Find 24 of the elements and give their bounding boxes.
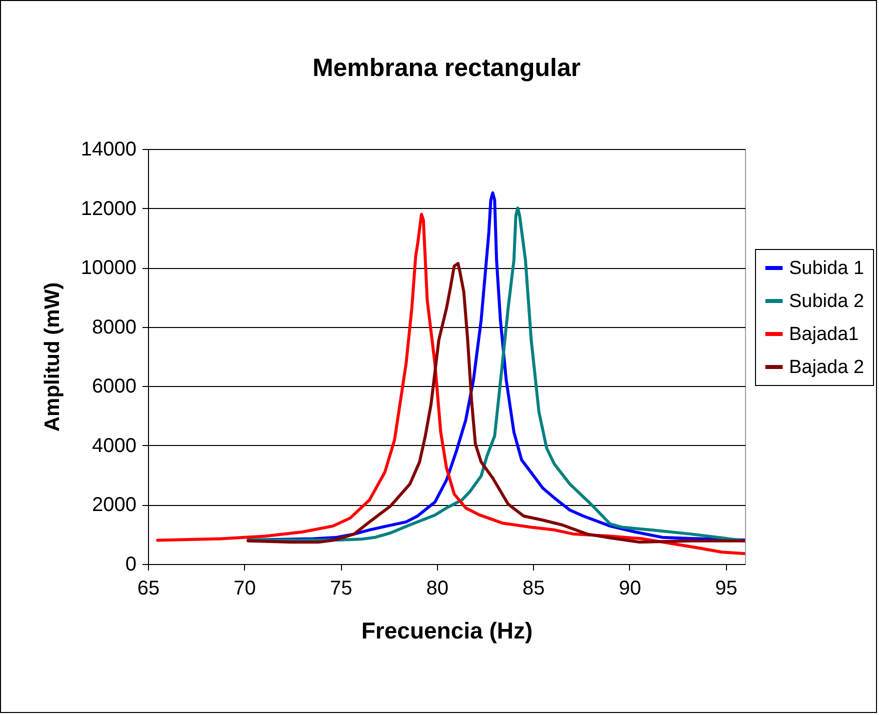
x-tick-label: 90 xyxy=(618,578,642,600)
y-tick-label: 10000 xyxy=(80,257,136,280)
x-tick-label: 70 xyxy=(234,578,256,600)
y-tick-label: 14000 xyxy=(80,138,136,160)
x-tick-label: 95 xyxy=(715,578,738,600)
y-tick-label: 8000 xyxy=(92,316,136,338)
legend-label: Subida 1 xyxy=(789,258,864,279)
chart-title: Membrana rectangular xyxy=(312,54,581,82)
x-axis-title: Frecuencia (Hz) xyxy=(361,618,533,644)
line-series xyxy=(246,262,745,544)
legend-label: Subida 2 xyxy=(789,291,864,312)
y-tick-label: 4000 xyxy=(92,434,136,457)
x-tick-label: 65 xyxy=(137,578,160,600)
legend-label: Bajada 2 xyxy=(789,357,864,378)
y-tick-label: 2000 xyxy=(92,494,136,516)
x-tick-label: 80 xyxy=(426,578,448,600)
line-series xyxy=(156,212,745,556)
legend-label: Bajada1 xyxy=(789,324,859,345)
y-tick-label: 0 xyxy=(125,554,136,576)
y-tick-label: 6000 xyxy=(92,376,136,398)
x-tick-label: 75 xyxy=(330,578,352,600)
y-axis-title: Amplitud (mW) xyxy=(40,282,64,432)
x-tick-label: 85 xyxy=(522,578,545,600)
y-tick-label: 12000 xyxy=(80,198,136,220)
